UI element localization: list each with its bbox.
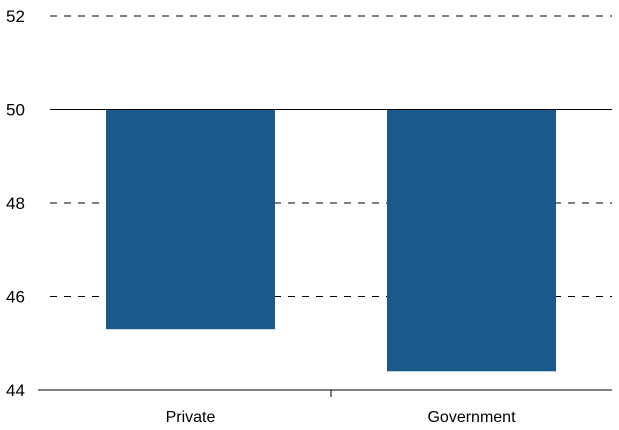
x-axis-category-labels: Private Government [166, 409, 516, 426]
category-label-government: Government [427, 409, 516, 426]
bar-government [387, 109, 556, 372]
y-tick-label-44: 44 [6, 381, 25, 400]
category-label-private: Private [166, 409, 216, 426]
y-tick-label-46: 46 [6, 288, 25, 307]
y-tick-label-52: 52 [6, 7, 25, 26]
bar-private [106, 109, 275, 330]
y-tick-label-50: 50 [6, 101, 25, 120]
y-axis-tick-labels: 44 46 48 50 52 [6, 7, 25, 400]
bars [106, 109, 556, 372]
y-tick-label-48: 48 [6, 194, 25, 213]
